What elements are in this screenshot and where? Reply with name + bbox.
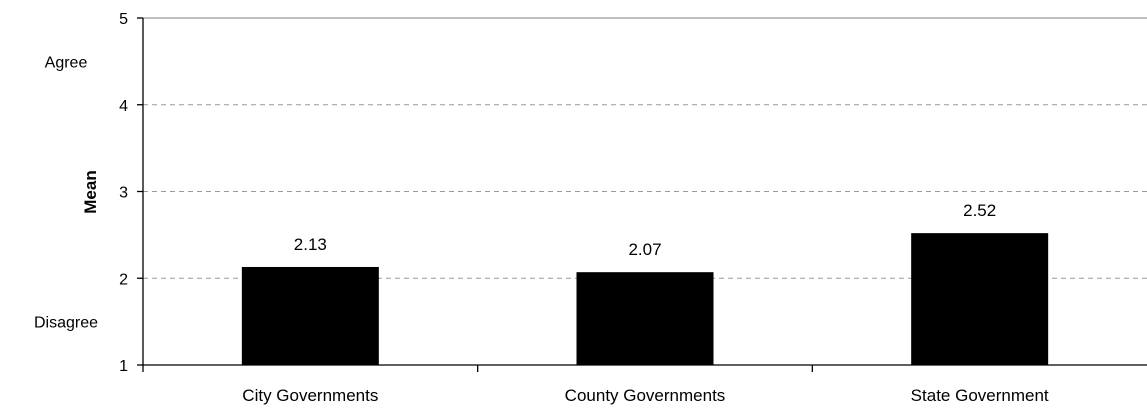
data-label: 2.52 <box>963 201 996 220</box>
y-tick-label: 4 <box>119 98 128 115</box>
data-label: 2.07 <box>628 240 661 259</box>
bar <box>576 272 714 365</box>
x-tick-label: State Government <box>911 386 1049 405</box>
gridlines <box>143 17 1147 279</box>
x-tick-label: County Governments <box>565 386 726 405</box>
scale-annotation: Agree <box>45 54 88 71</box>
y-tick-label: 5 <box>119 11 128 28</box>
bar <box>911 233 1049 365</box>
y-axis-title: Mean <box>81 170 100 213</box>
y-tick-label: 2 <box>119 271 128 288</box>
x-tick-label: City Governments <box>242 386 378 405</box>
data-label: 2.13 <box>294 235 327 254</box>
bars <box>241 233 1049 365</box>
axes <box>137 17 1147 372</box>
scale-annotation: Disagree <box>34 315 98 332</box>
bar <box>241 266 379 365</box>
labels: 1 2 3 4 5 City Governments County Governments S… <box>34 11 1049 405</box>
y-tick-label: 1 <box>119 358 128 375</box>
y-tick-label: 3 <box>119 185 128 202</box>
